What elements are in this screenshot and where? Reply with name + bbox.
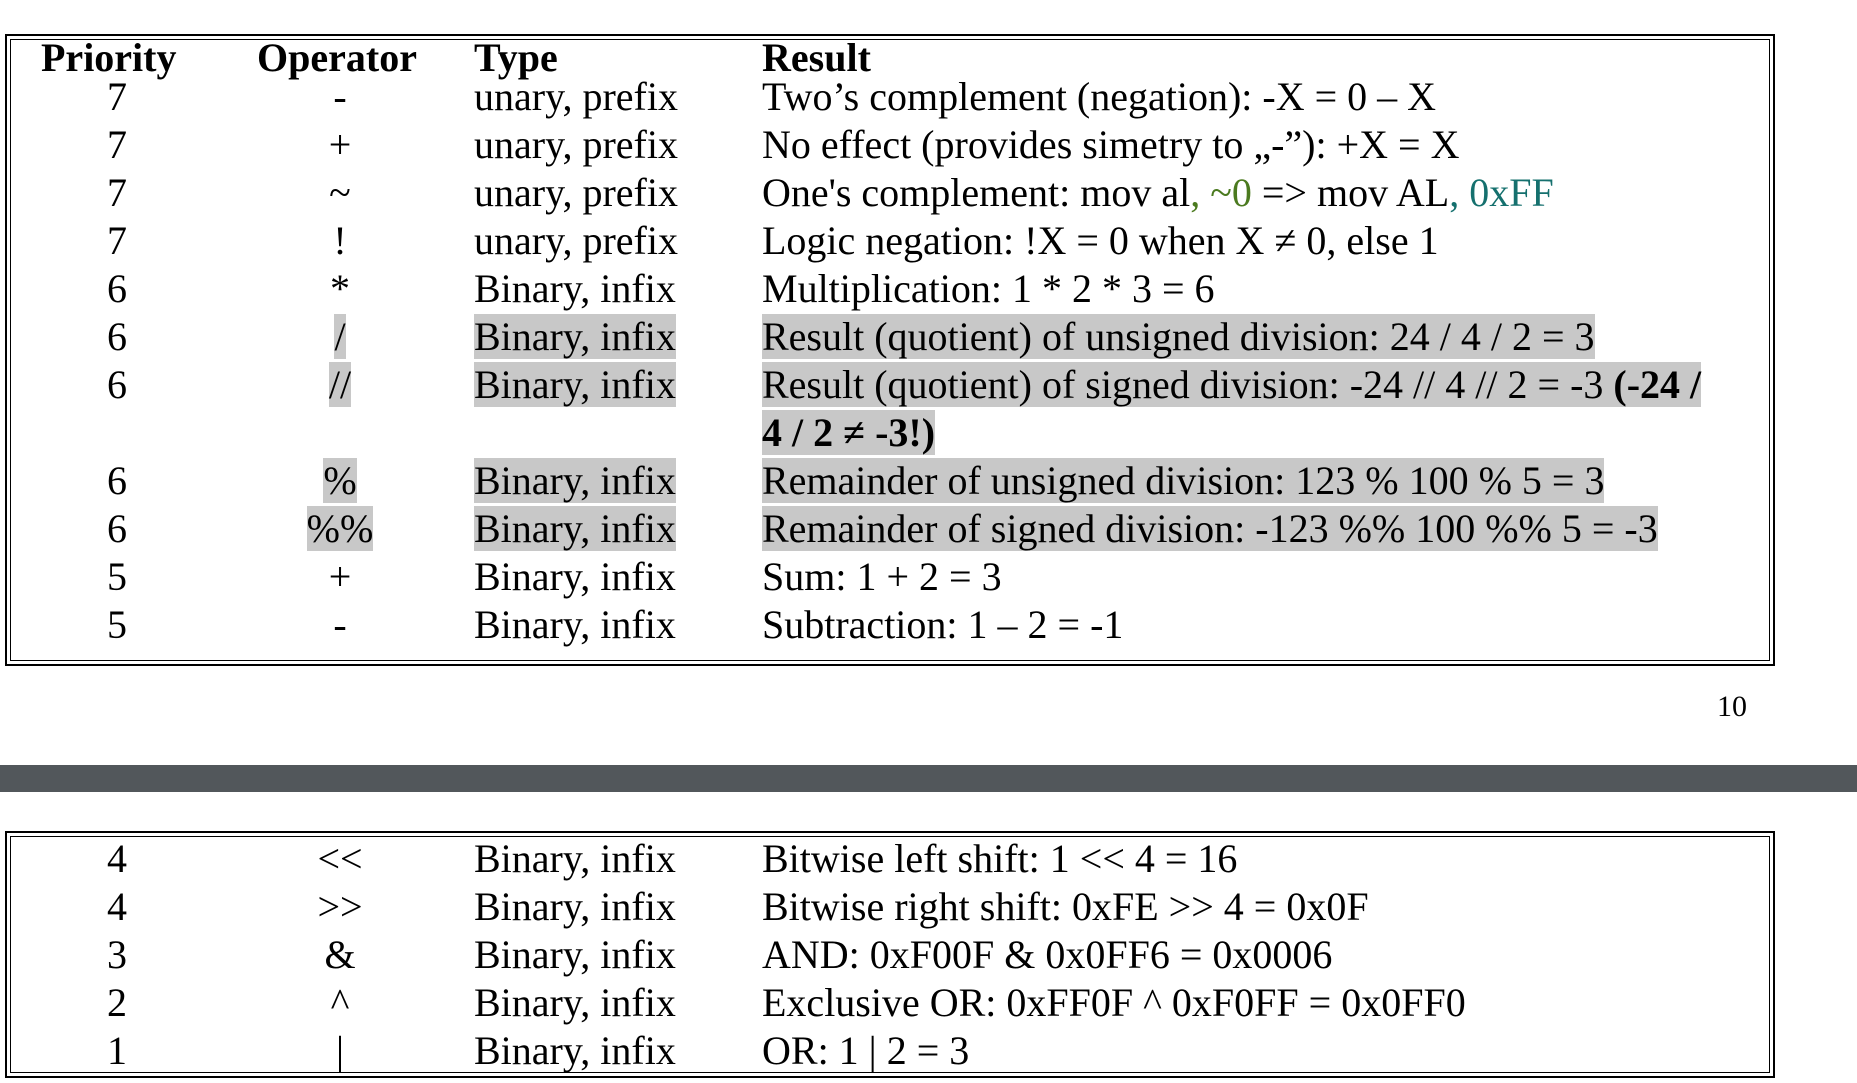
result-cell: Exclusive OR: 0xFF0F ^ 0xF0FF = 0x0FF0 [762, 980, 1466, 1025]
result-highlight: Result (quotient) of unsigned division: … [762, 314, 1595, 359]
document-page-2: 4 << Binary, infix Bitwise left shift: 1… [0, 792, 1857, 1083]
type-cell: Binary, infix [474, 602, 676, 647]
type-cell: Binary, infix [474, 932, 676, 977]
code-hex-ff: , 0xFF [1449, 170, 1554, 215]
priority-cell: 4 [107, 836, 127, 881]
type-cell: Binary, infix [474, 361, 676, 409]
operator-cell: + [328, 122, 352, 167]
result-highlight: Remainder of signed division: -123 %% 10… [762, 506, 1658, 551]
result-cell: 4 / 2 ≠ -3!) [762, 409, 936, 457]
result-cell: Bitwise left shift: 1 << 4 = 16 [762, 836, 1238, 881]
operator-table-frame: Priority Operator Type Result 7 - unary,… [5, 34, 1775, 666]
operator-cell: >> [317, 884, 363, 929]
type-highlight: Binary, infix [474, 458, 676, 503]
type-cell: Binary, infix [474, 884, 676, 929]
priority-cell: 3 [107, 932, 127, 977]
priority-cell: 1 [107, 1028, 127, 1073]
priority-cell: 6 [107, 266, 127, 311]
operator-highlight: // [328, 362, 352, 407]
result-cell: Multiplication: 1 * 2 * 3 = 6 [762, 266, 1215, 311]
result-cell: Two’s complement (negation): -X = 0 – X [762, 74, 1437, 119]
result-cell: OR: 1 | 2 = 3 [762, 1028, 970, 1073]
operator-cell: & [324, 932, 356, 977]
operator-cell: ! [333, 218, 347, 263]
type-cell: Binary, infix [474, 554, 676, 599]
operator-cell: + [328, 554, 352, 599]
result-text: Result (quotient) of signed division: -2… [762, 362, 1614, 407]
operator-cell: * [330, 266, 350, 311]
result-cell: Result (quotient) of unsigned division: … [762, 313, 1595, 361]
result-text: One's complement: mov al [762, 170, 1191, 215]
priority-cell: 4 [107, 884, 127, 929]
operator-highlight: / [334, 314, 346, 359]
priority-cell: 7 [107, 74, 127, 119]
type-highlight: Binary, infix [474, 314, 676, 359]
operator-cell: ~ [329, 170, 351, 215]
type-cell: unary, prefix [474, 122, 678, 167]
priority-cell: 2 [107, 980, 127, 1025]
operator-cell: ^ [330, 980, 350, 1025]
page-separator [0, 765, 1857, 792]
operator-highlight: % [323, 458, 357, 503]
result-cell: Remainder of signed division: -123 %% 10… [762, 505, 1658, 553]
operator-cell: - [333, 602, 347, 647]
result-highlight: Remainder of unsigned division: 123 % 10… [762, 458, 1605, 503]
priority-cell: 6 [107, 506, 127, 551]
header-operator: Operator [257, 35, 417, 80]
header-result: Result [762, 35, 871, 80]
type-cell: Binary, infix [474, 457, 676, 505]
priority-cell: 7 [107, 122, 127, 167]
document-page-1: Priority Operator Type Result 7 - unary,… [5, 34, 1775, 723]
page-number: 10 [1717, 690, 1747, 723]
result-note-bold: 4 / 2 ≠ -3!) [762, 410, 936, 455]
result-cell: Remainder of unsigned division: 123 % 10… [762, 457, 1605, 505]
result-text: => mov AL [1251, 170, 1450, 215]
priority-cell: 7 [107, 170, 127, 215]
operator-cell: - [333, 74, 347, 119]
priority-cell: 6 [107, 362, 127, 407]
operator-cell: // [295, 361, 385, 409]
operator-cell: | [335, 1028, 344, 1073]
priority-cell: 5 [107, 602, 127, 647]
operator-cell: % [295, 457, 385, 505]
result-cell: Result (quotient) of signed division: -2… [762, 361, 1702, 409]
result-cell: Bitwise right shift: 0xFE >> 4 = 0x0F [762, 884, 1369, 929]
result-cell: Subtraction: 1 – 2 = -1 [762, 602, 1124, 647]
type-cell: Binary, infix [474, 266, 676, 311]
priority-cell: 7 [107, 218, 127, 263]
result-note-bold: (-24 / [1613, 362, 1702, 407]
header-type: Type [474, 35, 558, 80]
result-cell: Logic negation: !X = 0 when X ≠ 0, else … [762, 218, 1439, 263]
type-cell: unary, prefix [474, 170, 678, 215]
operator-cell: / [295, 313, 385, 361]
priority-cell: 6 [107, 314, 127, 359]
priority-cell: 6 [107, 458, 127, 503]
result-cell: Sum: 1 + 2 = 3 [762, 554, 1002, 599]
operator-highlight: %% [306, 506, 374, 551]
type-cell: Binary, infix [474, 505, 676, 553]
result-cell: One's complement: mov al, ~0 => mov AL, … [762, 169, 1554, 217]
type-cell: Binary, infix [474, 1028, 676, 1073]
code-not-zero: , ~0 [1190, 170, 1252, 215]
operator-cell: %% [295, 505, 385, 553]
operator-table-frame-continued: 4 << Binary, infix Bitwise left shift: 1… [5, 831, 1775, 1078]
type-cell: Binary, infix [474, 313, 676, 361]
type-cell: unary, prefix [474, 74, 678, 119]
operator-cell: << [317, 836, 363, 881]
result-cell: No effect (provides simetry to „-”): +X … [762, 122, 1460, 167]
type-cell: Binary, infix [474, 980, 676, 1025]
type-highlight: Binary, infix [474, 362, 676, 407]
result-cell: AND: 0xF00F & 0x0FF6 = 0x0006 [762, 932, 1333, 977]
type-cell: Binary, infix [474, 836, 676, 881]
result-highlight: Result (quotient) of signed division: -2… [762, 362, 1702, 407]
type-highlight: Binary, infix [474, 506, 676, 551]
header-priority: Priority [41, 35, 177, 80]
type-cell: unary, prefix [474, 218, 678, 263]
priority-cell: 5 [107, 554, 127, 599]
